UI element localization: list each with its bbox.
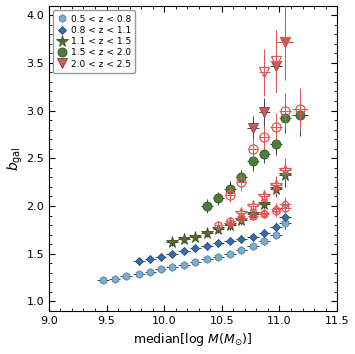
Y-axis label: $b_{\rm gal}$: $b_{\rm gal}$ [6,146,25,171]
X-axis label: median[log $M(M_{\odot})$]: median[log $M(M_{\odot})$] [133,331,253,348]
Legend: 0.5 < z < 0.8, 0.8 < z < 1.1, 1.1 < z < 1.5, 1.5 < z < 2.0, 2.0 < z < 2.5: 0.5 < z < 0.8, 0.8 < z < 1.1, 1.1 < z < … [53,10,135,73]
